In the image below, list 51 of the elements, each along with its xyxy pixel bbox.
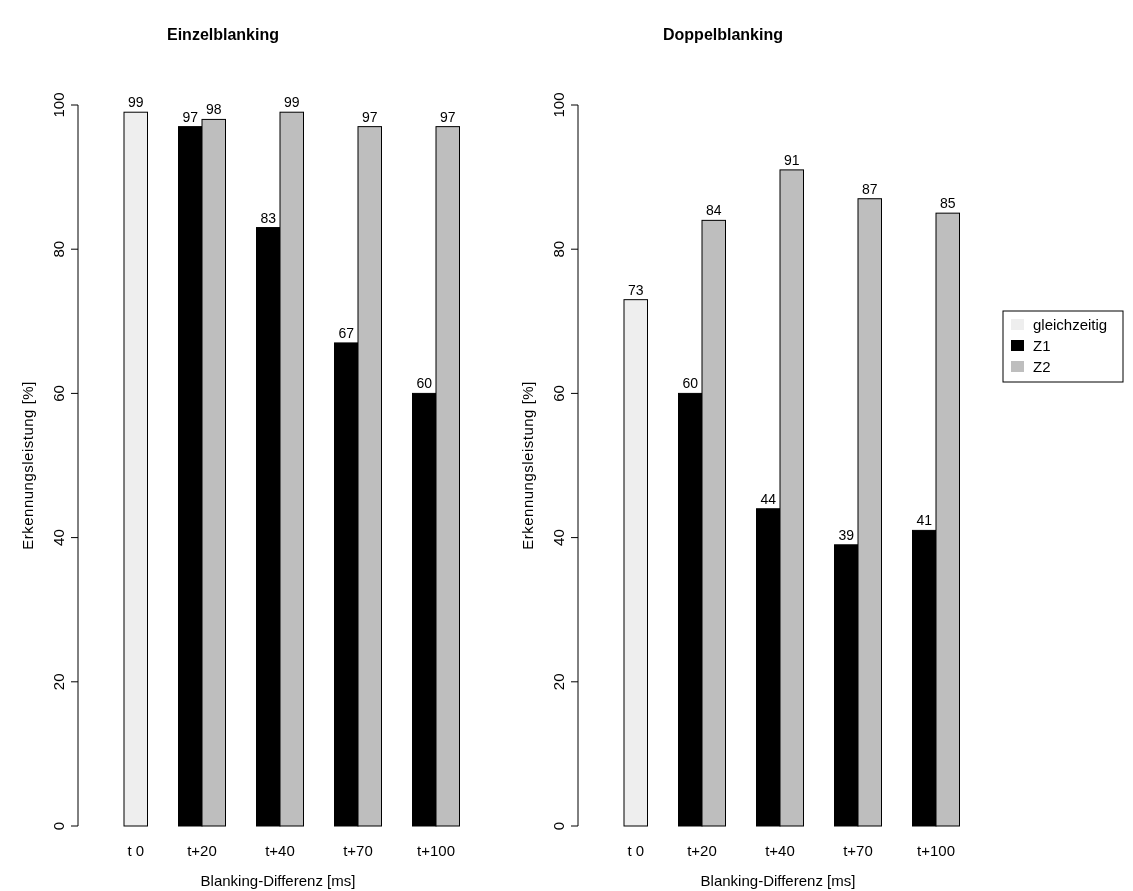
y-axis-title: Erkennungsleistung [%] (19, 381, 36, 550)
y-tick-label: 20 (50, 673, 67, 691)
data-label: 67 (338, 324, 355, 341)
data-label: 60 (416, 375, 433, 392)
y-tick-label: 80 (50, 240, 67, 258)
x-tick-label: t 0 (127, 842, 145, 859)
data-label: 87 (861, 180, 878, 197)
bar (123, 111, 148, 827)
chart-title: Einzelblanking (166, 26, 280, 43)
legend-label: Z1 (1033, 337, 1051, 354)
data-label: 97 (182, 108, 199, 125)
x-tick-label: t+40 (765, 842, 795, 859)
data-label: 99 (127, 94, 144, 111)
y-tick-label: 60 (50, 385, 67, 402)
legend-label: Z2 (1033, 358, 1051, 375)
data-label: 84 (705, 202, 722, 219)
y-tick-label: 100 (50, 92, 67, 118)
y-tick-label: 20 (550, 673, 567, 691)
x-tick-label: t+40 (265, 842, 295, 859)
data-label: 39 (838, 526, 855, 543)
x-tick-label: t+70 (343, 842, 373, 859)
data-label: 85 (939, 195, 956, 212)
data-label: 97 (361, 108, 378, 125)
data-label: 91 (783, 151, 800, 168)
data-label: 99 (283, 94, 300, 111)
legend-label: gleichzeitig (1033, 316, 1108, 333)
y-tick-label: 80 (550, 240, 567, 258)
y-tick-label: 0 (550, 821, 567, 831)
y-tick-label: 40 (550, 529, 567, 546)
x-axis-title: Blanking-Differenz [ms] (700, 872, 856, 889)
data-label: 83 (260, 209, 277, 226)
data-label: 44 (760, 490, 777, 507)
data-label: 97 (439, 108, 456, 125)
x-tick-label: t+100 (417, 842, 455, 859)
data-label: 41 (916, 512, 933, 529)
data-label: 60 (682, 375, 699, 392)
bar (623, 299, 648, 827)
y-tick-label: 0 (50, 821, 67, 831)
data-label: 98 (205, 101, 222, 118)
x-tick-label: t+70 (843, 842, 873, 859)
x-axis-title: Blanking-Differenz [ms] (200, 872, 356, 889)
chart-title: Doppelblanking (663, 26, 783, 43)
x-tick-label: t+20 (687, 842, 717, 859)
x-tick-label: t+20 (187, 842, 217, 859)
x-tick-label: t+100 (917, 842, 955, 859)
x-tick-label: t 0 (627, 842, 645, 859)
y-axis-title: Erkennungsleistung [%] (519, 381, 536, 550)
y-tick-label: 100 (550, 92, 567, 118)
y-tick-label: 60 (550, 385, 567, 402)
y-tick-label: 40 (50, 529, 67, 546)
data-label: 73 (627, 281, 644, 298)
